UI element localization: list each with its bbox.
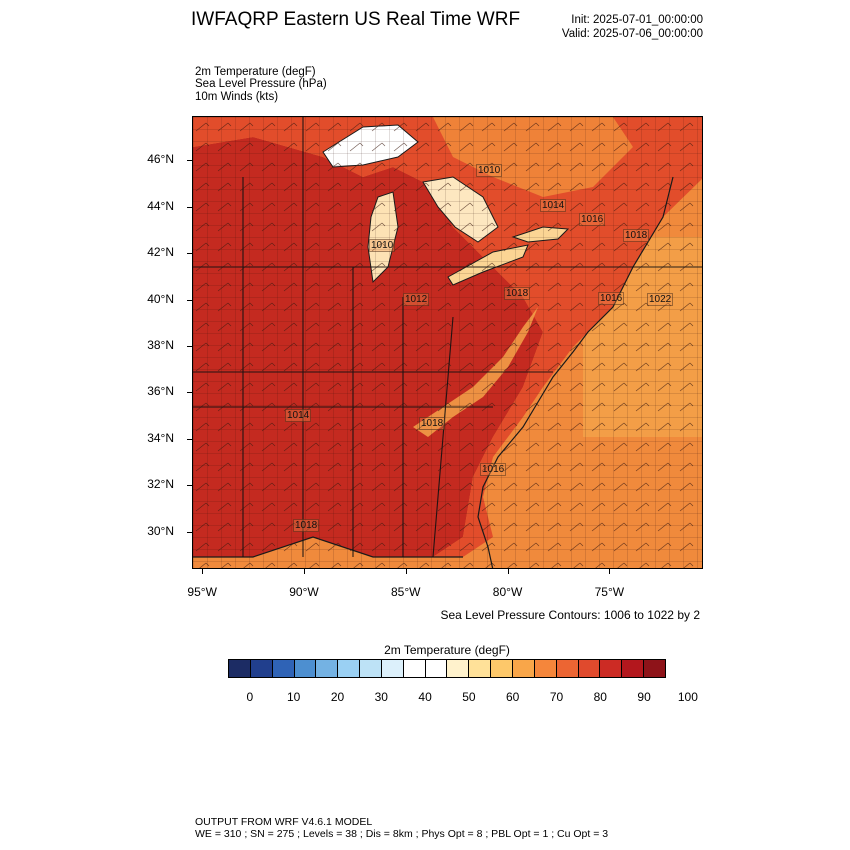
colorbar-box [403,660,426,677]
pressure-contour-label: 1018 [504,287,531,300]
lon-label: 80°W [492,585,523,599]
lon-label: 90°W [289,585,319,599]
colorbar-label: 40 [418,690,432,704]
colorbar-label: 90 [637,690,651,704]
lon-label: 95°W [187,585,217,599]
pressure-contour-label: 1018 [293,519,320,532]
contour-note: Sea Level Pressure Contours: 1006 to 102… [440,608,701,622]
map-panel: 1010 1014 1016 1018 1010 1018 1012 1016 1022 1014… [192,116,703,569]
colorbar-label: 30 [374,690,388,704]
colorbar-label: 60 [506,690,520,704]
lon-label: 85°W [391,585,421,599]
colorbar-box [534,660,557,677]
lat-tick [187,485,192,487]
lon-tick [405,569,407,574]
lon-tick [303,569,305,574]
colorbar-box [425,660,448,677]
colorbar-box [644,660,665,677]
field-winds: 10m Winds (kts) [195,91,279,103]
pressure-contour-label: 1018 [623,229,650,242]
lat-tick [187,392,192,394]
colorbar-box [381,660,404,677]
colorbar-box [622,660,645,677]
colorbar-box [556,660,579,677]
lat-label: 30°N [147,523,174,538]
colorbar-box [600,660,623,677]
colorbar-title: 2m Temperature (degF) [384,643,510,657]
lat-label: 34°N [147,430,174,445]
footer-config: WE = 310 ; SN = 275 ; Levels = 38 ; Dis … [195,828,609,840]
colorbar-box [360,660,382,677]
pressure-contour-label: 1022 [647,293,674,306]
lon-tick [507,569,509,574]
lat-label: 36°N [147,384,174,399]
lat-tick [187,299,192,301]
lat-tick [187,206,192,208]
lat-tick [187,531,192,533]
colorbar-box [229,660,251,677]
footer-model: OUTPUT FROM WRF V4.6.1 MODEL [195,816,373,828]
colorbar-box [469,660,492,677]
pressure-contour-label: 1014 [540,199,567,212]
pressure-contour-label: 1010 [369,239,396,252]
lon-label: 75°W [594,585,625,599]
lat-label: 32°N [147,477,174,492]
lat-label: 42°N [147,245,174,260]
colorbar-box [250,660,273,677]
pressure-contour-label: 1016 [579,213,606,226]
map-svg [193,117,702,568]
lon-tick [609,569,611,574]
lon-tick [202,569,204,574]
pressure-contour-label: 1012 [403,293,430,306]
coastline [477,176,674,568]
colorbar-box [578,660,601,677]
pressure-contour-label: 1014 [285,409,312,422]
pressure-contour-label: 1016 [598,292,625,305]
lat-tick [187,438,192,440]
colorbar-box [512,660,535,677]
colorbar-label: 100 [677,690,698,704]
lat-tick [187,345,192,347]
colorbar-label: 80 [593,690,607,704]
colorbar-box [447,660,470,677]
colorbar [228,659,666,678]
state-lines [193,117,702,558]
colorbar-label: 50 [462,690,476,704]
field-temperature: 2m Temperature (degF) [195,66,316,78]
pressure-contour-label: 1010 [476,164,503,177]
valid-time: Valid: 2025-07-06_00:00:00 [561,28,703,40]
colorbar-box [338,660,361,677]
field-pressure: Sea Level Pressure (hPa) [195,78,327,90]
colorbar-label: 10 [287,690,301,704]
page-title: IWFAQRP Eastern US Real Time WRF [191,9,521,30]
init-time: Init: 2025-07-01_00:00:00 [571,14,703,26]
colorbar-box [294,660,317,677]
lat-label: 44°N [147,198,174,213]
pressure-contour-label: 1016 [480,463,507,476]
lat-tick [187,253,192,255]
colorbar-box [272,660,295,677]
colorbar-label: 20 [330,690,345,704]
lat-tick [187,160,192,162]
colorbar-label: 70 [549,690,564,704]
colorbar-box [491,660,513,677]
colorbar-label: 0 [246,690,254,704]
lat-label: 38°N [147,337,174,352]
colorbar-box [316,660,339,677]
pressure-contour-label: 1018 [419,417,446,430]
lat-label: 46°N [147,152,174,167]
wind-barbs [193,117,702,568]
lat-label: 40°N [147,291,174,306]
